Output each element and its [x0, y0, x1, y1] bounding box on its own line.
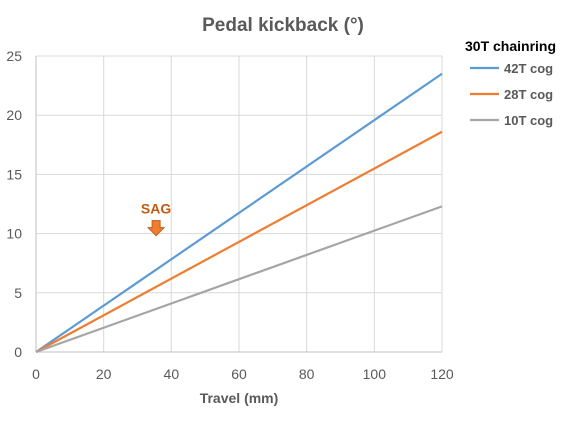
down-arrow-icon — [146, 220, 166, 237]
x-tick-label: 80 — [299, 366, 315, 382]
y-axis: 0 5 10 15 20 25 — [6, 48, 37, 360]
legend-label: 28T cog — [504, 87, 553, 102]
legend-label: 10T cog — [504, 113, 553, 128]
legend-title: 30T chainring — [465, 38, 556, 54]
legend-label: 42T cog — [504, 61, 553, 76]
series-line — [35, 205, 443, 354]
y-tick-label: 0 — [14, 344, 22, 360]
gridlines — [36, 55, 443, 352]
x-tick-label: 0 — [32, 366, 40, 382]
x-tick-label: 120 — [430, 366, 454, 382]
series-line — [35, 72, 443, 353]
annotation: SAG — [141, 201, 171, 237]
annotation-label: SAG — [141, 201, 171, 217]
y-tick-label: 10 — [6, 226, 22, 242]
legend: 30T chainring 42T cog 28T cog 10T cog — [465, 38, 556, 128]
y-tick-label: 5 — [14, 285, 22, 301]
x-tick-label: 40 — [164, 366, 180, 382]
x-tick-label: 20 — [96, 366, 112, 382]
y-tick-label: 20 — [6, 107, 22, 123]
series-lines — [35, 72, 443, 354]
chart-title: Pedal kickback (°) — [202, 15, 364, 36]
y-tick-label: 25 — [6, 48, 22, 64]
series-line — [35, 130, 443, 353]
x-axis: 0 20 40 60 80 100 120 — [32, 351, 454, 382]
x-tick-label: 60 — [231, 366, 247, 382]
x-tick-label: 100 — [363, 366, 387, 382]
x-axis-title: Travel (mm) — [200, 390, 279, 406]
y-tick-label: 15 — [6, 166, 22, 182]
